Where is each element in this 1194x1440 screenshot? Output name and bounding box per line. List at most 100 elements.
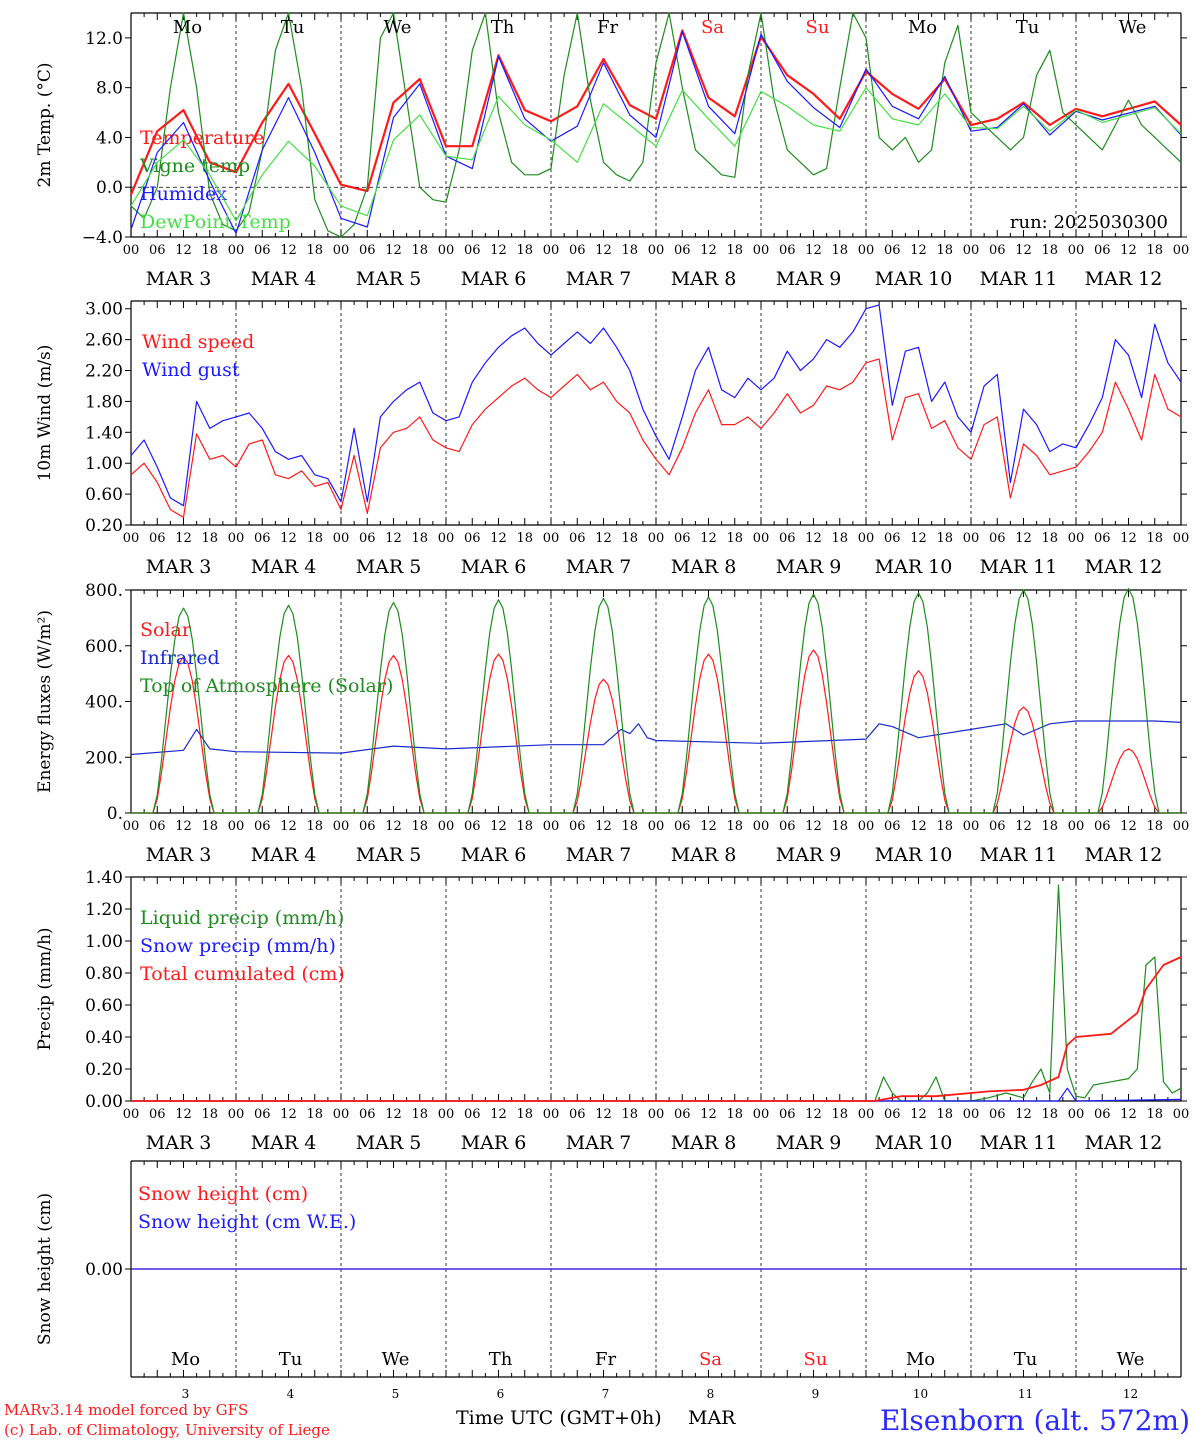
y-axis-title: 10m Wind (m/s) [35,345,55,482]
hour-tick-label: 18 [621,819,638,834]
hour-tick-label: 06 [779,531,796,546]
y-tick-label: 1.40 [85,868,123,888]
hour-tick-label: 18 [621,243,638,258]
hour-tick-label: 00 [438,243,455,258]
date-label: MAR 8 [671,1132,737,1154]
day-number: 12 [1123,1387,1138,1401]
date-label: MAR 5 [356,268,422,290]
hour-tick-label: 12 [280,531,297,546]
hour-tick-label: 00 [333,1107,350,1122]
hour-tick-label: 00 [543,819,560,834]
hour-tick-label: 06 [569,1107,586,1122]
date-label: MAR 12 [1085,268,1163,290]
hour-tick-label: 00 [648,819,665,834]
y-tick-label: 12.0 [85,29,123,49]
hour-tick-label: 00 [963,819,980,834]
hour-tick-label: 00 [648,531,665,546]
hour-tick-label: 18 [306,1107,323,1122]
weekday-label-bottom: Su [804,1349,828,1370]
y-tick-label: 4.0 [96,128,123,148]
hour-tick-label: 00 [1173,243,1190,258]
hour-tick-label: 06 [989,243,1006,258]
hour-tick-label: 00 [228,1107,245,1122]
y-tick-label: 1.00 [85,454,123,474]
hour-tick-label: 12 [175,243,192,258]
hour-tick-label: 12 [700,243,717,258]
hour-tick-label: 06 [674,1107,691,1122]
series-line-temperature [129,29,1182,196]
hour-tick-label: 06 [1094,243,1111,258]
weekday-label-top: We [384,17,412,38]
series-line-dewpoint-temp [130,87,1182,222]
y-tick-label: 0.20 [85,516,123,536]
day-number: 8 [707,1387,715,1401]
y-tick-label: 800. [85,581,123,601]
legend-entry: Snow height (cm) [138,1183,308,1205]
hour-tick-label: 00 [858,1107,875,1122]
hour-tick-label: 00 [123,243,140,258]
hour-tick-label: 06 [884,243,901,258]
date-label: MAR 11 [980,844,1058,866]
hour-tick-label: 06 [149,819,166,834]
hour-tick-label: 18 [936,243,953,258]
hour-tick-label: 18 [726,1107,743,1122]
date-label: MAR 3 [146,556,212,578]
day-number: 7 [602,1387,610,1401]
hour-tick-label: 12 [1120,1107,1137,1122]
hour-tick-label: 12 [490,1107,507,1122]
y-tick-label: 3.00 [85,300,123,320]
date-label: MAR 4 [251,268,317,290]
lab-credit: (c) Lab. of Climatology, University of L… [4,1421,330,1439]
weekday-label-top: Th [491,17,515,38]
hour-tick-label: 12 [910,531,927,546]
date-label: MAR 10 [875,268,953,290]
hour-tick-label: 06 [884,1107,901,1122]
series-line-wind-speed [130,358,1182,518]
hour-tick-label: 18 [621,531,638,546]
legend-entry: Vigne temp [139,155,250,177]
hour-tick-label: 00 [648,1107,665,1122]
y-tick-label: 0.0 [96,178,123,198]
hour-tick-label: 18 [936,819,953,834]
hour-tick-label: 12 [280,243,297,258]
y-tick-label: 1.20 [85,900,123,920]
hour-tick-label: 06 [569,531,586,546]
run-label: run: 2025030300 [1010,212,1168,233]
hour-tick-label: 00 [123,1107,140,1122]
date-label: MAR 10 [875,556,953,578]
y-tick-label: 1.40 [85,423,123,443]
hour-tick-label: 00 [753,819,770,834]
hour-tick-label: 06 [359,531,376,546]
hour-tick-label: 18 [306,531,323,546]
date-label: MAR 5 [356,844,422,866]
hour-tick-label: 06 [884,819,901,834]
hour-tick-label: 12 [595,531,612,546]
hour-tick-label: 06 [989,531,1006,546]
hour-tick-label: 12 [490,243,507,258]
date-label: MAR 10 [875,1132,953,1154]
date-label: MAR 8 [671,268,737,290]
y-tick-label: 0.40 [85,1028,123,1048]
hour-tick-label: 12 [910,819,927,834]
date-label: MAR 9 [776,1132,842,1154]
legend-entry: Snow precip (mm/h) [140,935,336,957]
hour-tick-label: 12 [1120,531,1137,546]
y-tick-label: 1.80 [85,392,123,412]
legend-entry: Wind speed [142,331,254,353]
weekday-label-top: Su [806,17,830,38]
hour-tick-label: 18 [726,243,743,258]
hour-tick-label: 00 [543,531,560,546]
hour-tick-label: 00 [543,1107,560,1122]
hour-tick-label: 00 [333,819,350,834]
hour-tick-label: 00 [858,243,875,258]
hour-tick-label: 18 [831,243,848,258]
date-label: MAR 6 [461,1132,527,1154]
weekday-label-bottom: Sa [699,1349,722,1370]
hour-tick-label: 18 [831,819,848,834]
date-label: MAR 4 [251,1132,317,1154]
hour-tick-label: 18 [201,243,218,258]
hour-tick-label: 12 [595,819,612,834]
hour-tick-label: 00 [858,819,875,834]
hour-tick-label: 06 [1094,1107,1111,1122]
